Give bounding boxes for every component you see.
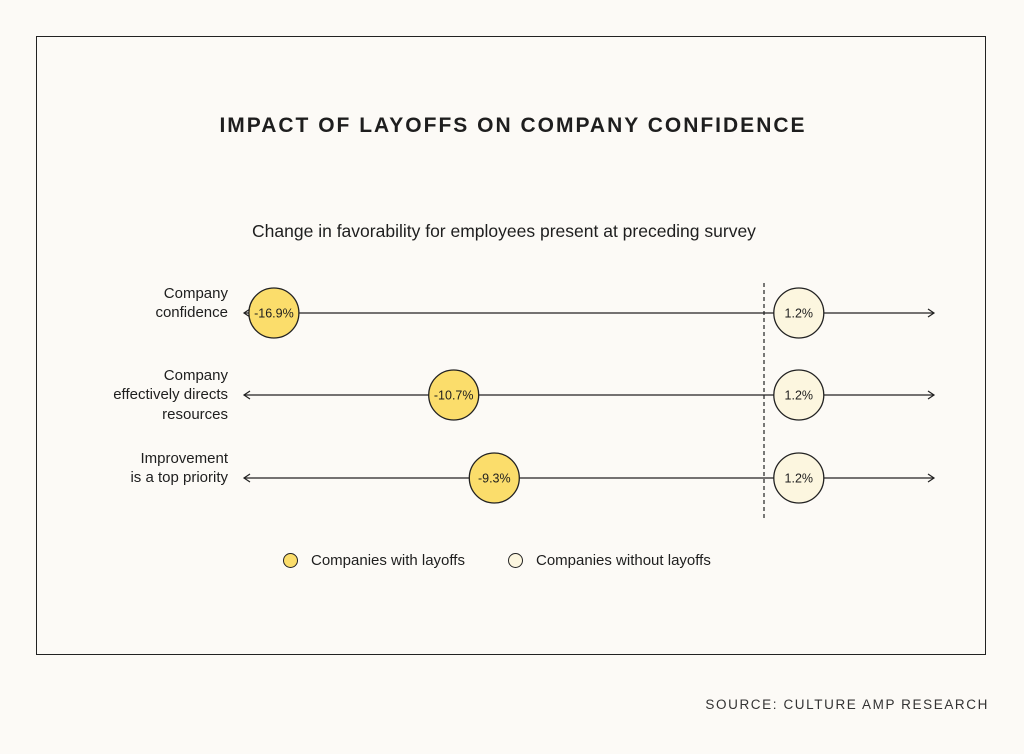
legend: Companies with layoffs Companies without… xyxy=(0,552,1024,574)
left-arrow-icon xyxy=(242,308,251,318)
data-label: -9.3% xyxy=(478,472,511,486)
data-label: -16.9% xyxy=(254,307,294,321)
data-label: -10.7% xyxy=(434,389,474,403)
legend-label-without-layoffs: Companies without layoffs xyxy=(536,552,711,569)
data-label: 1.2% xyxy=(785,472,814,486)
source-note: SOURCE: CULTURE AMP RESEARCH xyxy=(705,697,989,712)
legend-item-with-layoffs: Companies with layoffs xyxy=(283,552,465,569)
row-label-line: resources xyxy=(162,405,228,423)
dot-with-layoffs xyxy=(248,287,300,339)
chart-subtitle: Change in favorability for employees pre… xyxy=(252,221,756,241)
row-label-line: is a top priority xyxy=(130,469,228,486)
dot-without-layoffs xyxy=(773,452,825,504)
row-label-line: confidence xyxy=(155,304,228,321)
dot-with-layoffs xyxy=(468,452,520,504)
chart-title: IMPACT OF LAYOFFS ON COMPANY CONFIDENCE xyxy=(219,114,807,137)
row-label: Company effectively directs resources xyxy=(48,366,228,425)
right-arrow-icon xyxy=(927,473,936,483)
legend-swatch-with-layoffs xyxy=(283,553,298,568)
dot-with-layoffs xyxy=(428,369,480,421)
row-label-line: Company xyxy=(163,366,228,384)
left-arrow-icon xyxy=(242,473,251,483)
chart-frame xyxy=(36,36,986,655)
dot-without-layoffs xyxy=(773,369,825,421)
row-label-line: Company xyxy=(163,284,228,302)
legend-item-without-layoffs: Companies without layoffs xyxy=(508,552,711,569)
row-label-line: Improvement xyxy=(140,449,228,467)
right-arrow-icon xyxy=(927,390,936,400)
row-label: Company confidence xyxy=(48,284,228,323)
data-label: 1.2% xyxy=(785,389,814,403)
legend-label-with-layoffs: Companies with layoffs xyxy=(311,552,465,569)
legend-swatch-without-layoffs xyxy=(508,553,523,568)
dot-without-layoffs xyxy=(773,287,825,339)
data-label: 1.2% xyxy=(785,307,814,321)
right-arrow-icon xyxy=(927,308,936,318)
row-label: Improvement is a top priority xyxy=(48,449,228,488)
left-arrow-icon xyxy=(242,390,251,400)
row-label-line: effectively directs xyxy=(113,386,228,404)
